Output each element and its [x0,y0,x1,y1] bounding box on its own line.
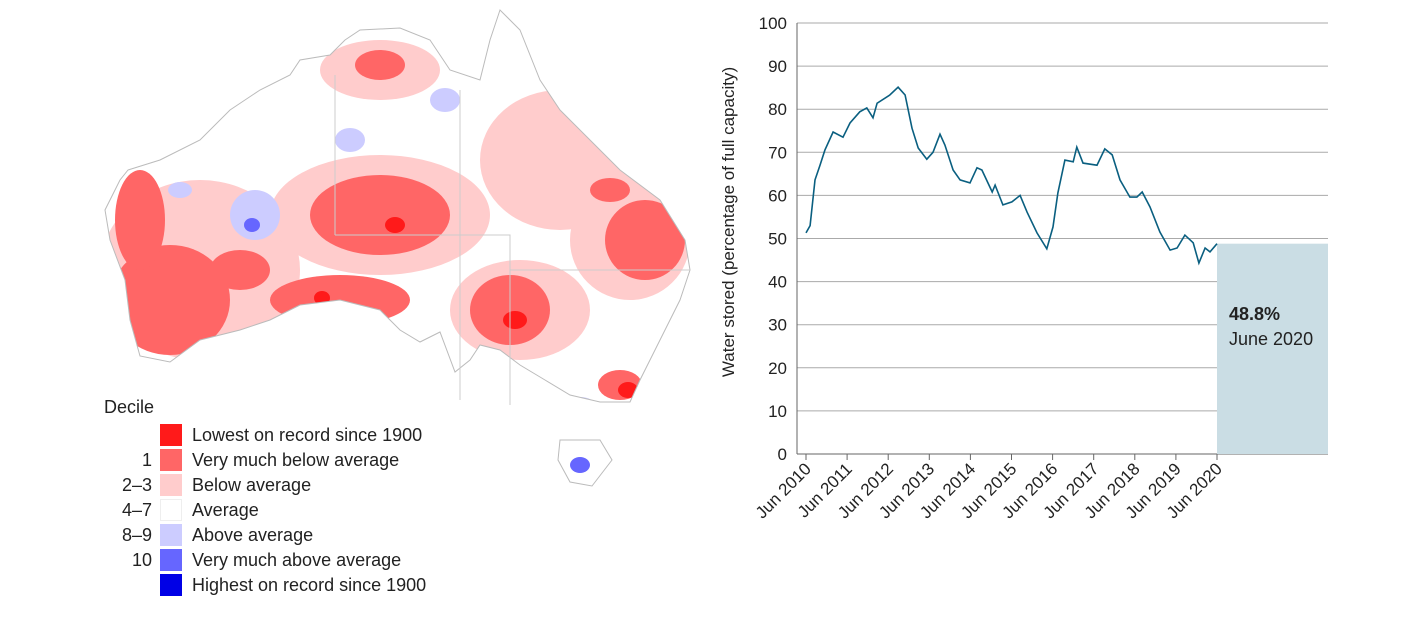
y-tick-label: 50 [768,230,787,249]
june-2020-highlight [1217,243,1328,454]
highlight-label: June 2020 [1229,329,1313,349]
y-tick-label: 60 [768,186,787,205]
legend-decile: 2–3 [121,474,152,495]
legend-item: 2–3 Below average [104,473,311,497]
y-tick-label: 90 [768,57,787,76]
legend-item: Highest on record since 1900 [104,573,426,597]
y-axis-label: Water stored (percentage of full capacit… [719,67,738,377]
legend-label: Lowest on record since 1900 [192,424,423,445]
state-borders [334,75,690,405]
legend-decile: 8–9 [121,524,152,545]
legend-item: 1 Very much below average [104,448,399,472]
legend-item: Lowest on record since 1900 [104,423,422,447]
legend-label: Average [192,499,259,520]
legend-label: Very much below average [192,449,400,470]
legend-title: Decile [104,397,155,417]
legend-label: Above average [192,524,314,545]
legend-item: 10 Very much above average [104,548,401,572]
legend-decile: 10 [131,549,152,570]
water-stored-line [805,86,1218,266]
legend-swatch [160,574,182,596]
legend-swatch [160,524,182,546]
legend-decile: 4–7 [121,499,152,520]
legend-swatch [160,499,182,521]
legend-swatch [160,474,182,496]
legend-swatch [160,549,182,571]
legend-item: 4–7 Average [104,498,259,522]
legend-decile: 1 [141,449,152,470]
y-tick-label: 100 [759,14,787,33]
legend-label: Highest on record since 1900 [192,574,427,595]
y-tick-label: 20 [768,359,787,378]
legend-swatch [160,449,182,471]
highlight-value: 48.8% [1229,304,1280,324]
legend-label: Below average [192,474,312,495]
australia-rainfall-decile-map [104,9,691,487]
y-tick-label: 10 [768,402,787,421]
y-tick-label: 80 [768,100,787,119]
legend-label: Very much above average [192,549,402,570]
y-tick-label: 40 [768,273,787,292]
y-tick-label: 30 [768,316,787,335]
y-tick-label: 70 [768,143,787,162]
legend-item: 8–9 Above average [104,523,313,547]
y-tick-label: 0 [778,445,787,464]
legend-swatch [160,424,182,446]
